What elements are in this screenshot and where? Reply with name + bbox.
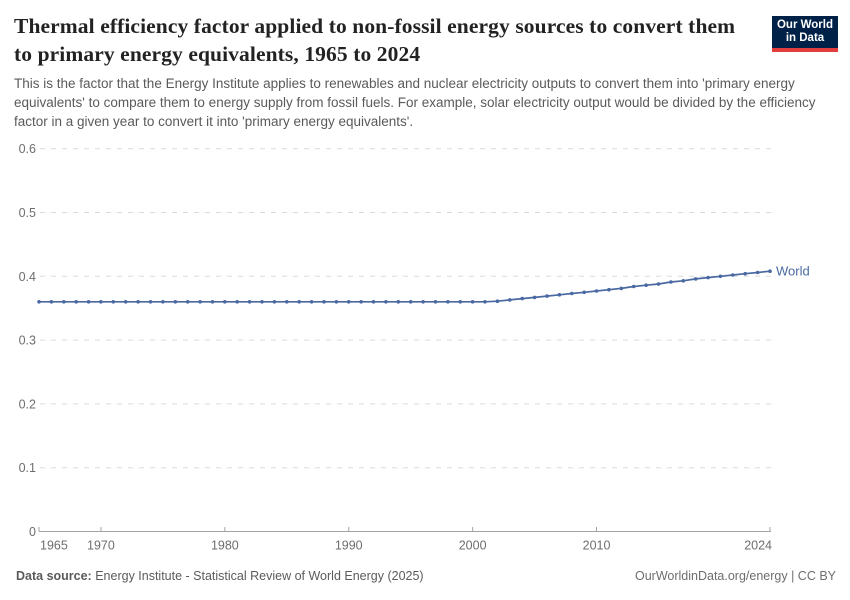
data-point[interactable] bbox=[260, 300, 264, 304]
data-point[interactable] bbox=[111, 300, 116, 304]
data-point[interactable] bbox=[396, 300, 401, 304]
data-point[interactable] bbox=[309, 300, 314, 304]
data-point[interactable] bbox=[198, 300, 202, 304]
data-point[interactable] bbox=[458, 300, 463, 304]
data-point[interactable] bbox=[495, 299, 500, 304]
data-point[interactable] bbox=[136, 300, 140, 304]
data-point[interactable] bbox=[346, 300, 351, 304]
data-point[interactable] bbox=[49, 300, 54, 304]
data-point[interactable] bbox=[235, 300, 239, 304]
chart-subtitle: This is the factor that the Energy Insti… bbox=[14, 76, 816, 129]
x-axis-labels: 1965 1970 1980 1990 2000 2010 2024 bbox=[40, 539, 772, 553]
y-tick-label: 0.3 bbox=[19, 334, 36, 348]
data-point[interactable] bbox=[297, 300, 302, 304]
data-point[interactable] bbox=[272, 300, 277, 304]
owid-logo-line1: Our World bbox=[776, 19, 833, 31]
data-point[interactable] bbox=[582, 290, 586, 295]
data-point[interactable] bbox=[508, 298, 512, 302]
y-tick-label: 0 bbox=[29, 525, 36, 539]
data-point[interactable] bbox=[148, 300, 153, 304]
data-point[interactable] bbox=[421, 300, 425, 304]
data-point[interactable] bbox=[693, 277, 698, 281]
data-point[interactable] bbox=[334, 300, 339, 304]
data-point[interactable] bbox=[247, 300, 252, 304]
x-axis bbox=[38, 527, 771, 532]
data-point[interactable] bbox=[483, 300, 487, 304]
data-source-label: Data source: bbox=[16, 569, 92, 583]
data-point[interactable] bbox=[619, 286, 624, 291]
data-point[interactable] bbox=[74, 300, 78, 304]
series-line[interactable] bbox=[38, 270, 771, 303]
data-point[interactable] bbox=[371, 300, 376, 304]
data-point[interactable] bbox=[62, 300, 66, 304]
owid-logo[interactable]: Our World in Data bbox=[772, 16, 838, 52]
data-point[interactable] bbox=[644, 283, 648, 288]
series-world[interactable]: World bbox=[37, 264, 810, 304]
x-tick-label: 1980 bbox=[211, 539, 239, 553]
y-axis-labels: 0 0.1 0.2 0.3 0.4 0.5 0.6 bbox=[19, 142, 36, 539]
data-source-note: Data source: Energy Institute - Statisti… bbox=[16, 569, 424, 583]
data-point[interactable] bbox=[557, 293, 562, 297]
data-point[interactable] bbox=[210, 300, 215, 304]
data-point[interactable] bbox=[161, 300, 165, 304]
series-end-label[interactable]: World bbox=[776, 264, 810, 279]
data-point[interactable] bbox=[520, 296, 524, 301]
data-point[interactable] bbox=[86, 300, 91, 304]
y-tick-label: 0.2 bbox=[19, 397, 36, 411]
y-tick-label: 0.1 bbox=[19, 461, 36, 475]
data-point[interactable] bbox=[470, 300, 475, 304]
data-point[interactable] bbox=[656, 282, 661, 286]
data-point[interactable] bbox=[185, 300, 190, 304]
data-point[interactable] bbox=[706, 275, 710, 280]
data-point[interactable] bbox=[532, 295, 537, 300]
data-point[interactable] bbox=[743, 271, 747, 276]
data-point[interactable] bbox=[545, 294, 549, 298]
x-tick-label: 2000 bbox=[459, 539, 487, 553]
data-point[interactable] bbox=[173, 300, 178, 304]
data-point[interactable] bbox=[768, 269, 772, 274]
data-point[interactable] bbox=[570, 291, 574, 296]
data-point[interactable] bbox=[359, 300, 363, 304]
y-gridlines bbox=[40, 148, 772, 469]
data-point[interactable] bbox=[731, 273, 735, 277]
data-point[interactable] bbox=[755, 270, 760, 275]
y-tick-label: 0.5 bbox=[19, 206, 36, 220]
data-point[interactable] bbox=[37, 300, 41, 304]
y-tick-label: 0.4 bbox=[19, 270, 36, 284]
data-source-value: Energy Institute - Statistical Review of… bbox=[91, 569, 424, 583]
data-point[interactable] bbox=[223, 300, 227, 304]
data-point[interactable] bbox=[99, 300, 103, 304]
data-point[interactable] bbox=[594, 289, 599, 293]
data-point[interactable] bbox=[681, 279, 686, 283]
data-point[interactable] bbox=[285, 300, 289, 304]
page-title: Thermal efficiency factor applied to non… bbox=[14, 14, 736, 66]
x-tick-label: 2010 bbox=[583, 539, 611, 553]
data-point[interactable] bbox=[384, 300, 388, 304]
data-point[interactable] bbox=[669, 280, 673, 284]
data-point[interactable] bbox=[607, 287, 611, 292]
data-point[interactable] bbox=[322, 300, 326, 304]
x-tick-label: 2024 bbox=[744, 539, 772, 553]
data-point[interactable] bbox=[718, 274, 723, 279]
data-point[interactable] bbox=[631, 284, 636, 289]
data-point[interactable] bbox=[123, 300, 128, 304]
data-point[interactable] bbox=[446, 300, 450, 304]
credit-link[interactable]: OurWorldinData.org/energy | CC BY bbox=[634, 569, 836, 583]
x-tick-label: 1990 bbox=[335, 539, 363, 553]
data-point[interactable] bbox=[433, 300, 438, 304]
x-tick-label: 1965 bbox=[40, 539, 68, 553]
x-tick-label: 1970 bbox=[87, 539, 115, 553]
owid-logo-line2: in Data bbox=[785, 32, 825, 44]
y-tick-label: 0.6 bbox=[19, 142, 36, 156]
data-point[interactable] bbox=[408, 300, 413, 304]
